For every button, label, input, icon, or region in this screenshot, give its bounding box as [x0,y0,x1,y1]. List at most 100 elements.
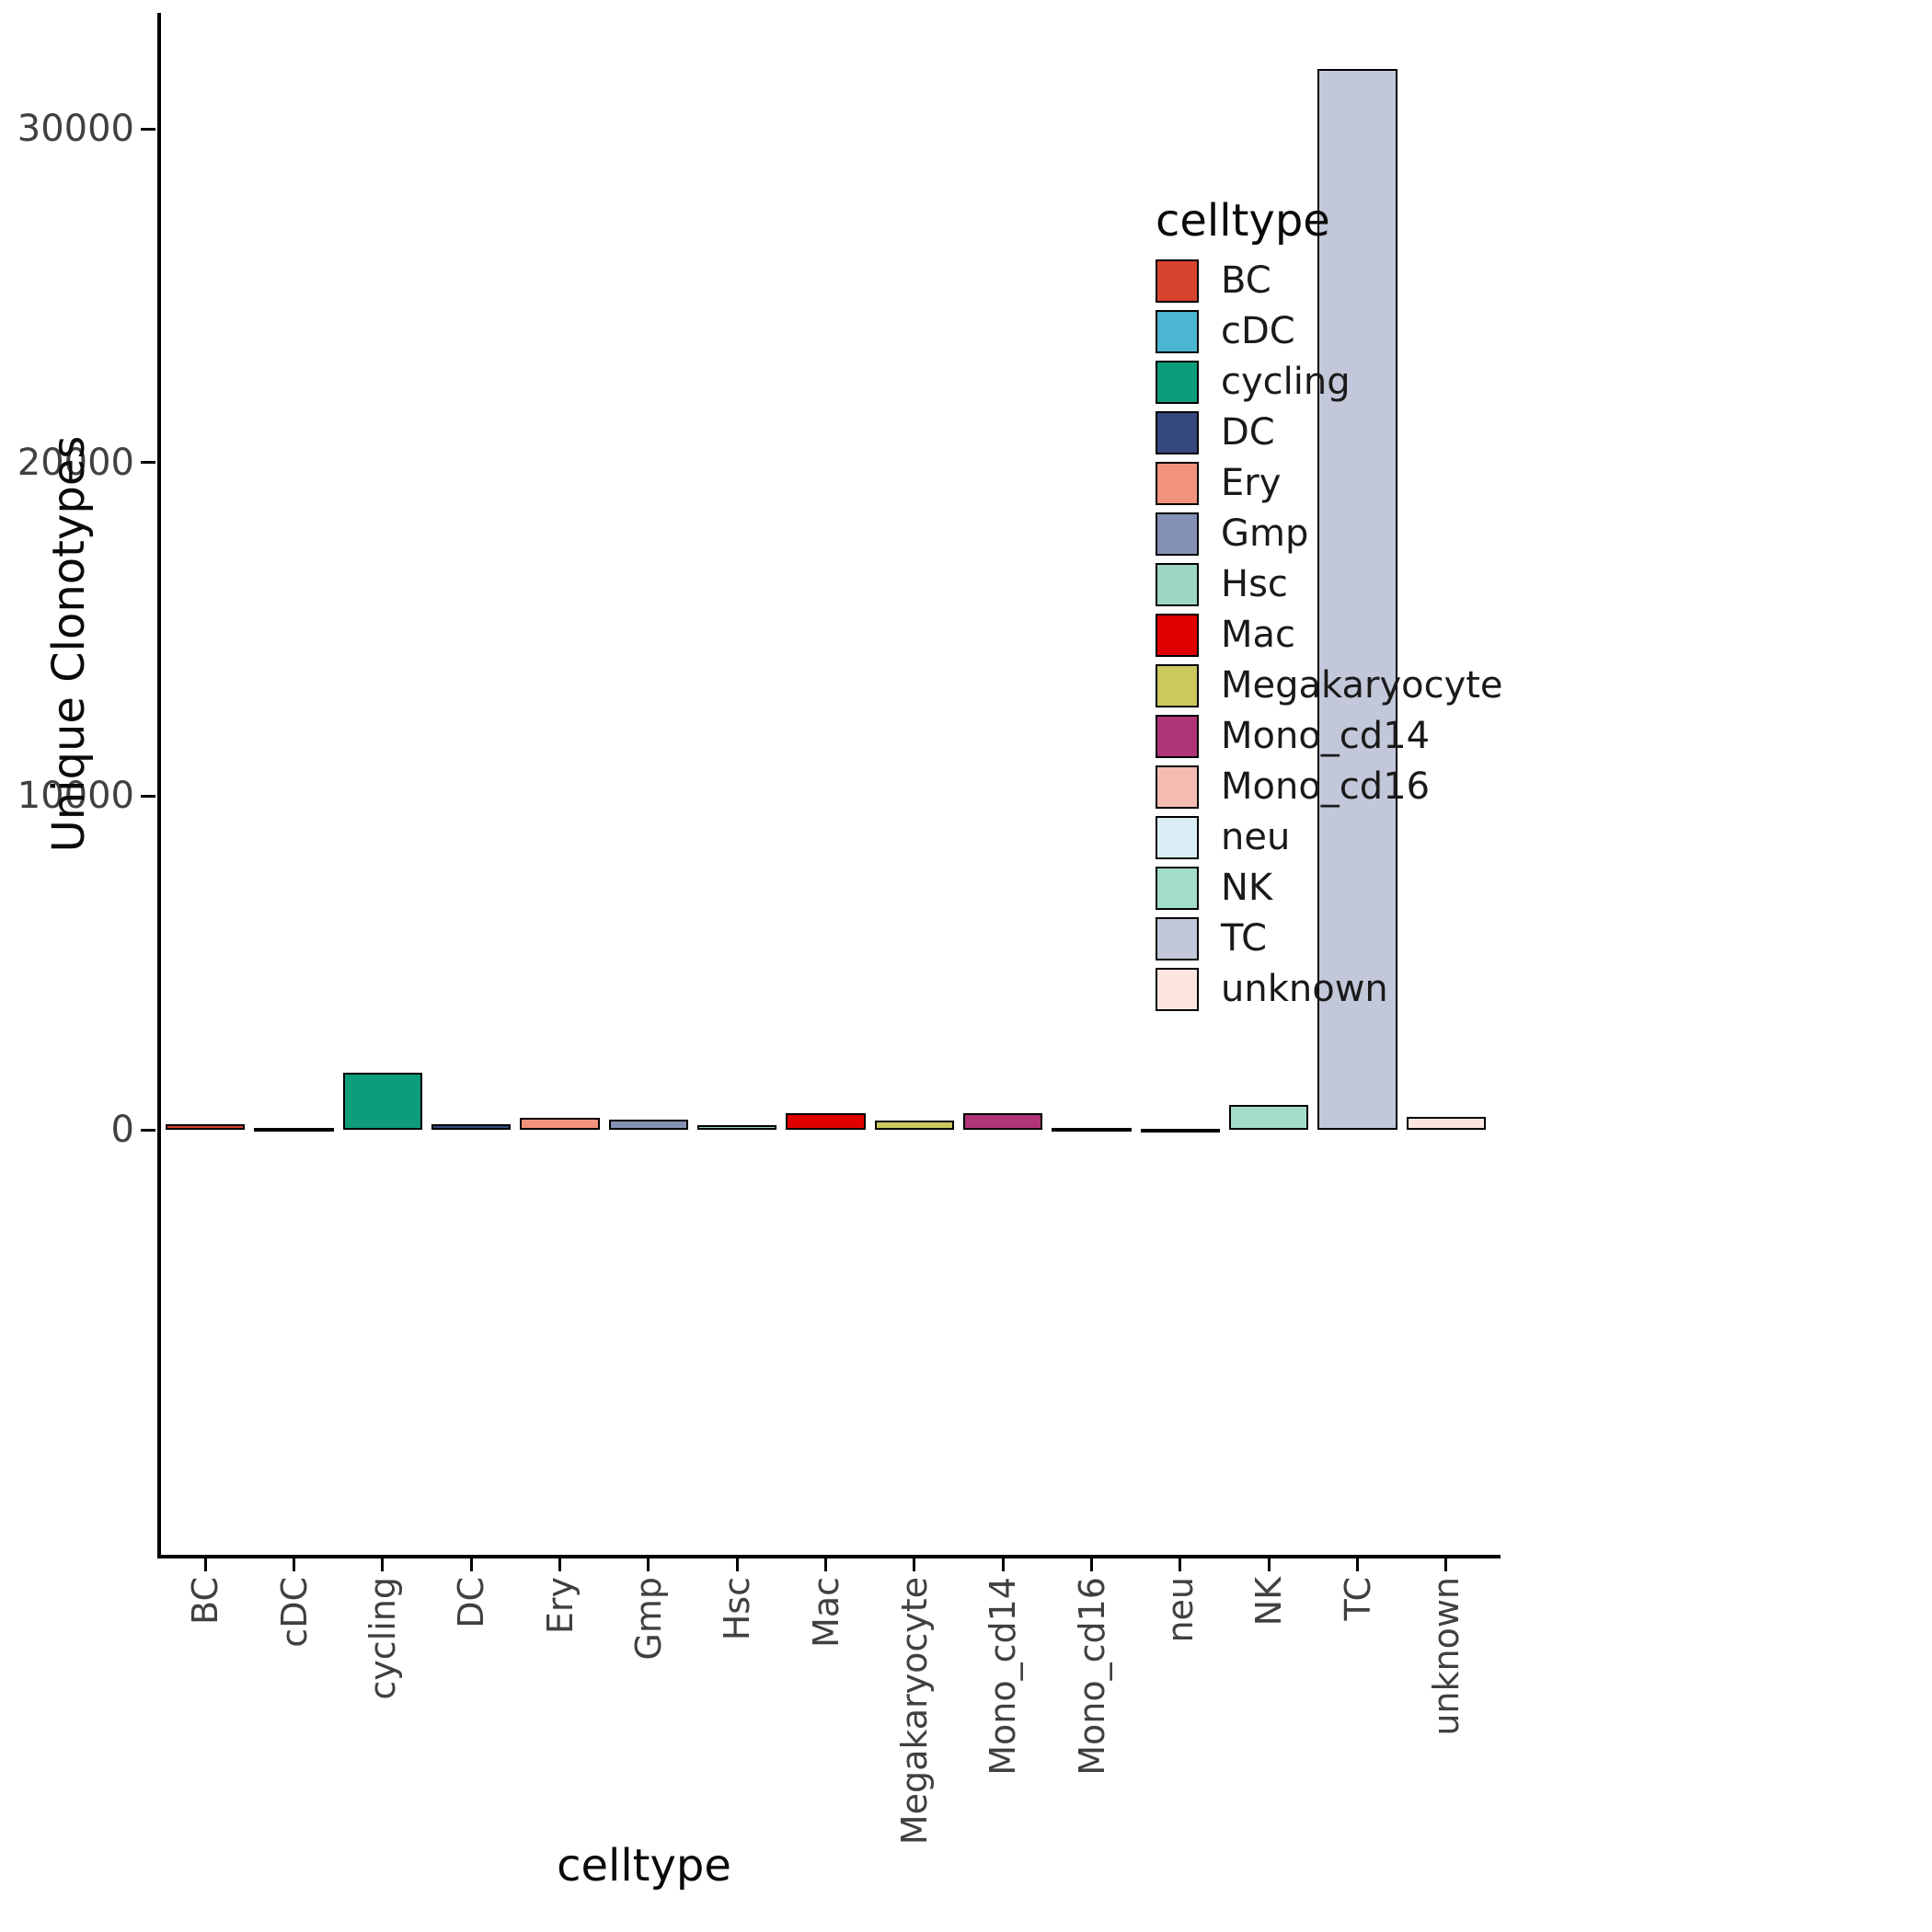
y-axis-title: Unique Clonotypes [43,435,95,853]
legend-label-neu: neu [1221,816,1291,858]
legend-label-Ery: Ery [1221,462,1282,504]
legend-swatch-Hsc [1156,563,1199,606]
y-tick-label-0: 0 [110,1109,134,1151]
legend-item-unknown: unknown [1156,968,1892,1011]
legend-swatch-DC [1156,411,1199,454]
x-tick-label-neu: neu [1159,1577,1201,1643]
x-tick-label-Gmp: Gmp [627,1577,669,1661]
legend-label-Mono_cd14: Mono_cd14 [1221,715,1431,757]
legend-swatch-unknown [1156,968,1199,1011]
bar-Mac [786,1112,866,1130]
x-tick-Mono_cd16 [1090,1558,1093,1571]
legend: celltype BC cDC cycling DC Ery Gmp Hsc Mac Megak… [1156,195,1892,1011]
x-tick-label-Mac: Mac [805,1577,846,1648]
bar-unknown [1406,1116,1487,1130]
legend-swatch-Mac [1156,614,1199,657]
y-tick-label-30000: 30000 [17,108,134,150]
x-tick-label-unknown: unknown [1425,1577,1466,1736]
y-axis-line [157,13,161,1558]
x-tick-label-Ery: Ery [539,1577,581,1635]
legend-item-DC: DC [1156,411,1892,454]
y-tick-label-10000: 10000 [17,775,134,818]
legend-label-Megakaryocyte: Megakaryocyte [1221,664,1503,707]
legend-item-Gmp: Gmp [1156,512,1892,556]
legend-swatch-Ery [1156,462,1199,505]
bar-cycling [342,1073,423,1130]
x-tick-cDC [293,1558,295,1571]
x-tick-DC [469,1558,473,1571]
x-tick-Mac [824,1558,827,1571]
x-tick-label-BC: BC [185,1577,226,1625]
legend-label-DC: DC [1221,411,1275,454]
legend-item-Mac: Mac [1156,614,1892,657]
legend-item-cDC: cDC [1156,310,1892,353]
legend-item-Megakaryocyte: Megakaryocyte [1156,664,1892,707]
legend-item-TC: TC [1156,917,1892,960]
x-tick-NK [1267,1558,1271,1571]
legend-swatch-Mono_cd16 [1156,765,1199,809]
legend-swatch-neu [1156,816,1199,859]
x-axis-title: celltype [557,1840,731,1892]
x-tick-label-DC: DC [451,1577,492,1628]
legend-item-BC: BC [1156,259,1892,303]
legend-swatch-NK [1156,867,1199,910]
x-tick-label-NK: NK [1248,1577,1290,1627]
x-tick-Ery [558,1558,561,1571]
x-tick-BC [203,1558,207,1571]
x-tick-label-cycling: cycling [362,1577,403,1700]
x-tick-label-Mono_cd16: Mono_cd16 [1071,1577,1112,1776]
legend-swatch-cDC [1156,310,1199,353]
legend-item-NK: NK [1156,867,1892,910]
legend-label-Hsc: Hsc [1221,563,1288,605]
x-tick-label-Mono_cd14: Mono_cd14 [983,1577,1024,1776]
legend-swatch-cycling [1156,361,1199,404]
x-tick-label-Hsc: Hsc [717,1577,758,1641]
y-tick-label-20000: 20000 [17,441,134,484]
legend-label-TC: TC [1221,917,1268,960]
legend-label-unknown: unknown [1221,968,1388,1010]
legend-label-BC: BC [1221,259,1271,302]
bar-BC [165,1123,246,1130]
bar-TC [1317,68,1397,1130]
legend-item-neu: neu [1156,816,1892,859]
legend-swatch-Gmp [1156,512,1199,556]
x-tick-TC [1356,1558,1359,1571]
legend-title: celltype [1156,195,1330,247]
legend-label-NK: NK [1221,867,1273,909]
legend-swatch-TC [1156,917,1199,960]
legend-items: BC cDC cycling DC Ery Gmp Hsc Mac Megakaryocyte M… [1156,259,1892,1011]
x-tick-neu [1179,1558,1182,1571]
bar-Gmp [608,1120,689,1130]
x-tick-Megakaryocyte [913,1558,916,1571]
legend-label-cycling: cycling [1221,361,1351,403]
legend-item-Mono_cd16: Mono_cd16 [1156,765,1892,809]
legend-item-cycling: cycling [1156,361,1892,404]
bar-Ery [520,1118,600,1130]
legend-label-Gmp: Gmp [1221,512,1309,555]
bar-Mono_cd14 [962,1112,1043,1130]
bar-NK [1228,1104,1309,1130]
x-axis-line [157,1555,1501,1558]
bar-neu [1140,1129,1221,1133]
bar-Megakaryocyte [874,1120,955,1130]
x-tick-Hsc [735,1558,739,1571]
legend-label-Mac: Mac [1221,614,1296,656]
legend-item-Hsc: Hsc [1156,563,1892,606]
x-tick-label-cDC: cDC [273,1577,315,1648]
y-tick-20000 [141,461,155,465]
x-tick-Gmp [647,1558,650,1571]
x-tick-cycling [381,1558,385,1571]
x-tick-Mono_cd14 [1001,1558,1005,1571]
y-tick-30000 [141,127,155,131]
x-tick-label-TC: TC [1337,1577,1378,1621]
legend-swatch-Mono_cd14 [1156,715,1199,758]
bar-Mono_cd16 [1052,1127,1132,1132]
legend-swatch-Megakaryocyte [1156,664,1199,707]
bar-DC [431,1123,512,1130]
bar-Hsc [696,1125,777,1130]
y-tick-10000 [141,794,155,798]
legend-label-cDC: cDC [1221,310,1295,352]
x-tick-unknown [1444,1558,1448,1571]
x-tick-label-Megakaryocyte: Megakaryocyte [893,1577,935,1846]
